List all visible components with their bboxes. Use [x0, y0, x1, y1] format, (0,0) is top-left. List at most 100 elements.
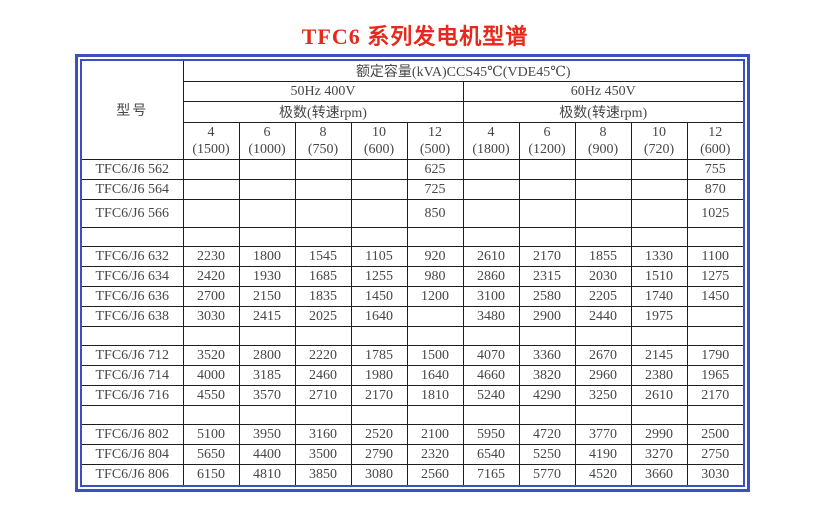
pole-speed: (600)	[700, 142, 731, 157]
value-cell: 5240	[462, 385, 520, 406]
model-cell: TFC6/J6 638	[81, 306, 184, 327]
value-cell	[294, 159, 352, 180]
value-cell: 2900	[518, 306, 576, 327]
value-cell	[518, 199, 576, 228]
value-cell: 2610	[630, 385, 688, 406]
value-cell	[294, 199, 352, 228]
model-cell: TFC6/J6 632	[81, 246, 184, 267]
value-cell: 3770	[574, 424, 632, 445]
pole-number: 6	[263, 125, 271, 140]
value-cell: 2750	[686, 444, 744, 465]
value-cell: 2220	[294, 345, 352, 366]
value-cell: 1450	[350, 286, 408, 307]
poles-label-left: 极数(转速rpm)	[182, 101, 464, 123]
value-cell	[350, 326, 408, 346]
value-cell	[294, 405, 352, 425]
value-cell: 755	[686, 159, 744, 180]
value-cell	[574, 159, 632, 180]
value-cell: 2460	[294, 365, 352, 386]
value-cell	[294, 179, 352, 200]
value-cell: 4520	[574, 464, 632, 485]
value-cell	[294, 227, 352, 247]
spec-table: 型号 额定容量(kVA)CCS45℃(VDE45℃) 50Hz 400V 60H…	[81, 60, 744, 485]
value-cell: 4000	[182, 365, 240, 386]
value-cell: 3080	[350, 464, 408, 485]
value-cell	[462, 199, 520, 228]
value-cell	[182, 227, 240, 247]
pole-speed: (720)	[643, 142, 675, 157]
value-cell	[630, 179, 688, 200]
value-cell: 3030	[686, 464, 744, 485]
table-row: TFC6/J6 712 3520 2800 2220 1785 1500 407…	[81, 345, 744, 366]
value-cell: 5100	[182, 424, 240, 445]
value-cell	[350, 159, 408, 180]
pole-col-header: 12 (500)	[406, 122, 464, 160]
value-cell: 3660	[630, 464, 688, 485]
value-cell	[350, 405, 408, 425]
model-cell: TFC6/J6 562	[81, 159, 184, 180]
poles-label-right: 极数(转速rpm)	[462, 101, 744, 123]
pole-speed: (500)	[419, 142, 451, 157]
table-row: TFC6/J6 804 5650 4400 3500 2790 2320 654…	[81, 444, 744, 465]
table-frame-inner: 型号 额定容量(kVA)CCS45℃(VDE45℃) 50Hz 400V 60H…	[80, 59, 745, 487]
value-cell	[574, 179, 632, 200]
value-cell: 6150	[182, 464, 240, 485]
value-cell	[686, 326, 744, 346]
pole-number: 10	[372, 125, 386, 140]
value-cell: 1975	[630, 306, 688, 327]
value-cell: 4070	[462, 345, 520, 366]
page-title: TFC6 系列发电机型谱	[301, 24, 529, 49]
value-cell	[574, 199, 632, 228]
value-cell: 1640	[406, 365, 464, 386]
value-cell: 1965	[686, 365, 744, 386]
value-cell	[518, 405, 576, 425]
table-row: TFC6/J6 634 2420 1930 1685 1255 980 2860…	[81, 266, 744, 287]
pole-speed: (600)	[363, 142, 395, 157]
value-cell: 1100	[686, 246, 744, 267]
value-cell	[518, 159, 576, 180]
value-cell: 1835	[294, 286, 352, 307]
pole-col-header: 8 (900)	[574, 122, 632, 160]
value-cell: 980	[406, 266, 464, 287]
value-cell	[406, 326, 464, 346]
value-cell: 2100	[406, 424, 464, 445]
value-cell: 1450	[686, 286, 744, 307]
table-row: TFC6/J6 716 4550 3570 2710 2170 1810 524…	[81, 385, 744, 406]
value-cell: 3360	[518, 345, 576, 366]
value-cell: 3030	[182, 306, 240, 327]
value-cell: 2030	[574, 266, 632, 287]
value-cell: 2990	[630, 424, 688, 445]
table-row: TFC6/J6 714 4000 3185 2460 1980 1640 466…	[81, 365, 744, 386]
value-cell: 2860	[462, 266, 520, 287]
value-cell: 1545	[294, 246, 352, 267]
pole-number: 10	[652, 125, 666, 140]
value-cell: 2170	[686, 385, 744, 406]
value-cell: 2580	[518, 286, 576, 307]
value-cell	[518, 227, 576, 247]
value-cell: 1685	[294, 266, 352, 287]
value-cell: 2415	[238, 306, 296, 327]
value-cell: 3570	[238, 385, 296, 406]
value-cell: 4810	[238, 464, 296, 485]
value-cell: 2230	[182, 246, 240, 267]
value-cell	[630, 199, 688, 228]
value-cell	[238, 405, 296, 425]
value-cell: 870	[686, 179, 744, 200]
value-cell: 2610	[462, 246, 520, 267]
value-cell: 2315	[518, 266, 576, 287]
value-cell	[238, 227, 296, 247]
value-cell	[630, 405, 688, 425]
value-cell: 2790	[350, 444, 408, 465]
value-cell: 5250	[518, 444, 576, 465]
value-cell: 2380	[630, 365, 688, 386]
model-cell	[81, 405, 184, 425]
pole-col-header: 6 (1000)	[238, 122, 296, 160]
value-cell: 2500	[686, 424, 744, 445]
pole-number: 6	[543, 125, 551, 140]
pole-speed: (1500)	[192, 142, 230, 157]
pole-col-header: 6 (1200)	[518, 122, 576, 160]
value-cell	[462, 227, 520, 247]
value-cell: 1105	[350, 246, 408, 267]
value-cell: 2520	[350, 424, 408, 445]
value-cell	[238, 199, 296, 228]
